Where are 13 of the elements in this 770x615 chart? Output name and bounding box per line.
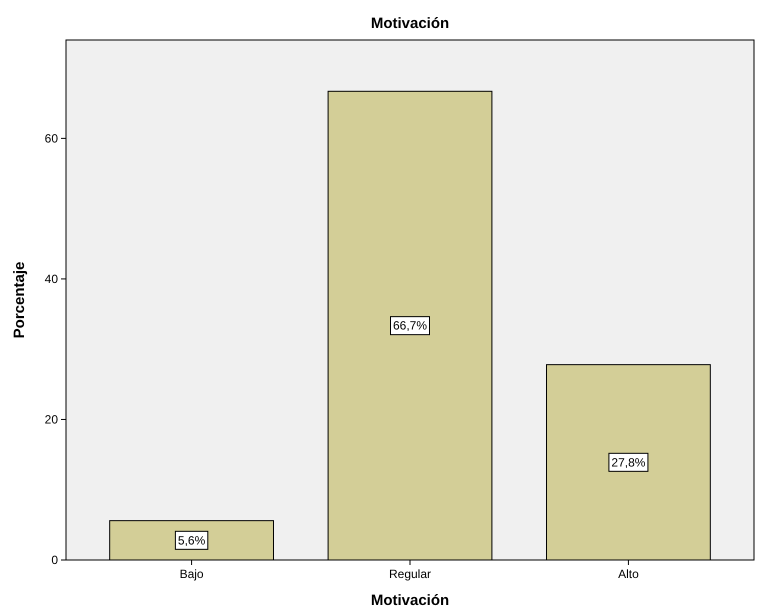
y-tick-label: 40 [44,272,58,286]
chart-title: Motivación [370,15,450,32]
x-tick-label: Regular [388,567,432,581]
data-label: 66,7% [392,318,428,333]
x-axis-title: Motivación [370,592,450,609]
y-axis-title: Porcentaje [11,262,28,338]
data-label: 5,6% [178,533,206,548]
y-tick-label: 0 [51,553,58,567]
y-tick-label: 60 [44,131,58,146]
data-label: 27,8% [611,455,646,470]
x-tick-label: Alto [618,567,640,581]
x-tick-label: Bajo [180,567,204,581]
y-tick-label: 20 [44,412,58,426]
